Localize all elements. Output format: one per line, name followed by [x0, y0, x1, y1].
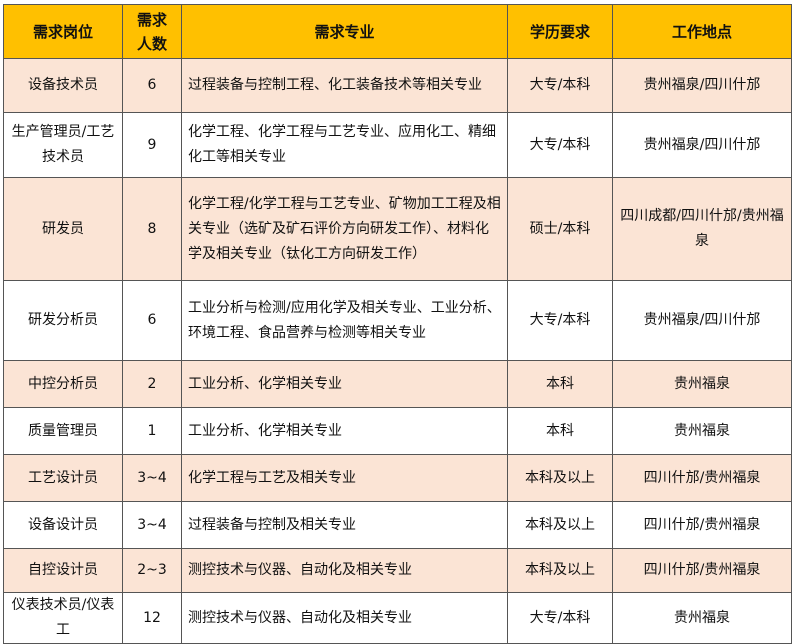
cell-location: 贵州福泉/四川什邡 [612, 112, 792, 178]
cell-education: 大专/本科 [507, 112, 613, 178]
table-row: 仪表技术员/仪表工 12 测控技术与仪器、自动化及相关专业 大专/本科 贵州福泉 [3, 592, 792, 644]
cell-count: 2 [122, 360, 182, 408]
cell-position: 设备技术员 [3, 58, 123, 113]
cell-major: 测控技术与仪器、自动化及相关专业 [181, 592, 508, 644]
table-row: 自控设计员 2~3 测控技术与仪器、自动化及相关专业 本科及以上 四川什邡/贵州福泉 [3, 548, 792, 593]
cell-position: 研发员 [3, 177, 123, 281]
header-count: 需求人数 [122, 4, 182, 59]
cell-major: 化学工程/化学工程与工艺专业、矿物加工工程及相关专业（选矿及矿石评价方向研发工作… [181, 177, 508, 281]
cell-count: 6 [122, 58, 182, 113]
table-body: 设备技术员 6 过程装备与控制工程、化工装备技术等相关专业 大专/本科 贵州福泉/四川什… [3, 58, 792, 644]
cell-major: 测控技术与仪器、自动化及相关专业 [181, 548, 508, 593]
cell-position: 生产管理员/工艺技术员 [3, 112, 123, 178]
header-row: 需求岗位 需求人数 需求专业 学历要求 工作地点 [3, 4, 792, 59]
cell-position: 中控分析员 [3, 360, 123, 408]
cell-education: 本科 [507, 360, 613, 408]
cell-major: 化学工程与工艺及相关专业 [181, 454, 508, 502]
cell-education: 大专/本科 [507, 58, 613, 113]
cell-location: 四川什邡/贵州福泉 [612, 548, 792, 593]
cell-location: 四川什邡/贵州福泉 [612, 501, 792, 549]
recruitment-table: 需求岗位 需求人数 需求专业 学历要求 工作地点 设备技术员 6 过程装备与控制工程… [3, 4, 792, 644]
cell-location: 贵州福泉 [612, 407, 792, 455]
table-row: 设备设计员 3~4 过程装备与控制及相关专业 本科及以上 四川什邡/贵州福泉 [3, 501, 792, 549]
cell-major: 过程装备与控制工程、化工装备技术等相关专业 [181, 58, 508, 113]
cell-location: 贵州福泉 [612, 360, 792, 408]
header-location: 工作地点 [612, 4, 792, 59]
table-row: 中控分析员 2 工业分析、化学相关专业 本科 贵州福泉 [3, 360, 792, 408]
header-position: 需求岗位 [3, 4, 123, 59]
cell-major: 过程装备与控制及相关专业 [181, 501, 508, 549]
cell-major: 工业分析、化学相关专业 [181, 407, 508, 455]
cell-count: 12 [122, 592, 182, 644]
header-major: 需求专业 [181, 4, 508, 59]
cell-position: 设备设计员 [3, 501, 123, 549]
cell-location: 贵州福泉/四川什邡 [612, 58, 792, 113]
header-education: 学历要求 [507, 4, 613, 59]
table-row: 生产管理员/工艺技术员 9 化学工程、化学工程与工艺专业、应用化工、精细化工等相关专… [3, 112, 792, 178]
cell-location: 四川什邡/贵州福泉 [612, 454, 792, 502]
cell-count: 3~4 [122, 501, 182, 549]
cell-position: 研发分析员 [3, 280, 123, 361]
cell-location: 贵州福泉/四川什邡 [612, 280, 792, 361]
cell-position: 仪表技术员/仪表工 [3, 592, 123, 644]
cell-count: 1 [122, 407, 182, 455]
table-row: 研发分析员 6 工业分析与检测/应用化学及相关专业、工业分析、环境工程、食品营养与检… [3, 280, 792, 361]
cell-education: 硕士/本科 [507, 177, 613, 281]
cell-education: 本科及以上 [507, 454, 613, 502]
cell-position: 质量管理员 [3, 407, 123, 455]
cell-position: 工艺设计员 [3, 454, 123, 502]
cell-education: 本科及以上 [507, 548, 613, 593]
table-row: 设备技术员 6 过程装备与控制工程、化工装备技术等相关专业 大专/本科 贵州福泉/四川什… [3, 58, 792, 113]
table-row: 研发员 8 化学工程/化学工程与工艺专业、矿物加工工程及相关专业（选矿及矿石评价方向… [3, 177, 792, 281]
cell-location: 四川成都/四川什邡/贵州福泉 [612, 177, 792, 281]
cell-count: 2~3 [122, 548, 182, 593]
table-row: 质量管理员 1 工业分析、化学相关专业 本科 贵州福泉 [3, 407, 792, 455]
cell-location: 贵州福泉 [612, 592, 792, 644]
cell-education: 本科及以上 [507, 501, 613, 549]
cell-count: 6 [122, 280, 182, 361]
cell-major: 工业分析与检测/应用化学及相关专业、工业分析、环境工程、食品营养与检测等相关专业 [181, 280, 508, 361]
cell-education: 本科 [507, 407, 613, 455]
cell-education: 大专/本科 [507, 592, 613, 644]
cell-major: 工业分析、化学相关专业 [181, 360, 508, 408]
cell-count: 3~4 [122, 454, 182, 502]
cell-education: 大专/本科 [507, 280, 613, 361]
cell-major: 化学工程、化学工程与工艺专业、应用化工、精细化工等相关专业 [181, 112, 508, 178]
cell-count: 9 [122, 112, 182, 178]
cell-position: 自控设计员 [3, 548, 123, 593]
table-row: 工艺设计员 3~4 化学工程与工艺及相关专业 本科及以上 四川什邡/贵州福泉 [3, 454, 792, 502]
cell-count: 8 [122, 177, 182, 281]
